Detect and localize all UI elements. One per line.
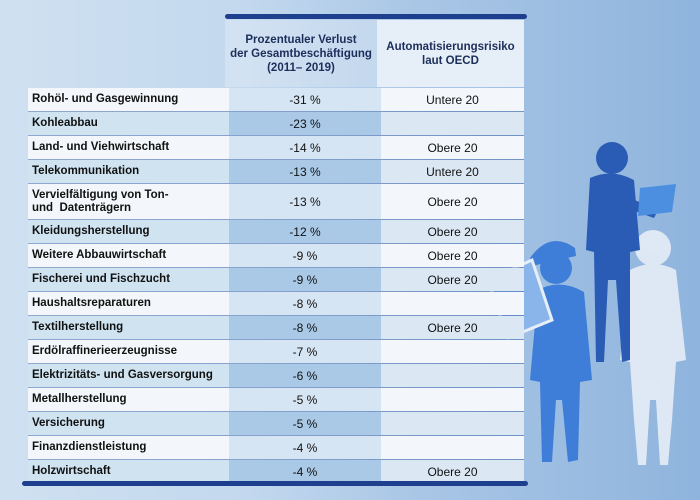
businessman-figure [586,142,658,362]
automation-risk-value [381,412,524,435]
header-loss-line: der Gesamtbeschäftigung [230,47,372,60]
employment-loss-value: -12 % [229,220,381,243]
header-automation-risk: Automatisierungsrisiko laut OECD [377,20,524,87]
table-top-rule [225,14,527,19]
table-row: Elektrizitäts- und Gasversorgung -6 % [28,364,524,388]
automation-risk-value: Obere 20 [381,136,524,159]
industry-name: Kleidungsherstellung [28,220,229,243]
employment-loss-value: -4 % [229,436,381,459]
header-loss-line: (2011– 2019) [267,61,335,74]
table-row: Textilherstellung -8 % Obere 20 [28,316,524,340]
table-row: Kleidungsherstellung -12 % Obere 20 [28,220,524,244]
employment-loss-value: -5 % [229,412,381,435]
automation-risk-value [381,292,524,315]
employment-loss-value: -23 % [229,112,381,135]
automation-risk-value [381,340,524,363]
table-header: Prozentualer Verlust der Gesamtbeschäfti… [225,20,527,87]
industry-name: Finanzdienstleistung [28,436,229,459]
header-risk-line: laut OECD [422,54,479,67]
table-row: Vervielfältigung von Ton-und Datenträger… [28,184,524,220]
industry-name: Vervielfältigung von Ton-und Datenträger… [28,184,229,219]
employment-loss-value: -7 % [229,340,381,363]
automation-risk-value: Obere 20 [381,244,524,267]
table-row: Erdölraffinerieerzeugnisse -7 % [28,340,524,364]
industry-name: Haushaltsreparaturen [28,292,229,315]
header-loss-line: Prozentualer Verlust [245,33,357,46]
industry-name: Land- und Viehwirtschaft [28,136,229,159]
automation-risk-value [381,436,524,459]
industry-name: Kohleabbau [28,112,229,135]
automation-risk-value: Untere 20 [381,160,524,183]
industry-name: Textilherstellung [28,316,229,339]
industry-name: Metallherstellung [28,388,229,411]
automation-risk-value: Obere 20 [381,460,524,483]
table-row: Fischerei und Fischzucht -9 % Obere 20 [28,268,524,292]
employment-loss-value: -13 % [229,184,381,219]
table-row: Metallherstellung -5 % [28,388,524,412]
table-row: Holzwirtschaft -4 % Obere 20 [28,460,524,483]
industries-table: Rohöl- und Gasgewinnung -31 % Untere 20 … [28,88,524,483]
table-row: Telekommunikation -13 % Untere 20 [28,160,524,184]
automation-risk-value: Obere 20 [381,220,524,243]
industry-name: Holzwirtschaft [28,460,229,483]
employment-loss-value: -5 % [229,388,381,411]
automation-risk-value [381,112,524,135]
employment-loss-value: -8 % [229,316,381,339]
table-row: Finanzdienstleistung -4 % [28,436,524,460]
industry-name: Erdölraffinerieerzeugnisse [28,340,229,363]
table-row: Versicherung -5 % [28,412,524,436]
header-employment-loss: Prozentualer Verlust der Gesamtbeschäfti… [225,20,377,87]
table-row: Haushaltsreparaturen -8 % [28,292,524,316]
table-row: Weitere Abbauwirtschaft -9 % Obere 20 [28,244,524,268]
industry-name: Rohöl- und Gasgewinnung [28,88,229,111]
table-row: Kohleabbau -23 % [28,112,524,136]
header-risk-line: Automatisierungsrisiko [386,40,515,53]
employment-loss-value: -9 % [229,244,381,267]
industry-name: Telekommunikation [28,160,229,183]
employment-loss-value: -14 % [229,136,381,159]
industry-name: Versicherung [28,412,229,435]
employment-loss-value: -9 % [229,268,381,291]
industry-name: Fischerei und Fischzucht [28,268,229,291]
automation-risk-value: Untere 20 [381,88,524,111]
automation-risk-value: Obere 20 [381,184,524,219]
woman-figure [620,230,686,465]
table-bottom-rule [22,481,528,486]
employment-loss-value: -13 % [229,160,381,183]
automation-risk-value: Obere 20 [381,316,524,339]
employment-loss-value: -4 % [229,460,381,483]
employment-loss-value: -31 % [229,88,381,111]
table-row: Rohöl- und Gasgewinnung -31 % Untere 20 [28,88,524,112]
worker-silhouettes-illustration [486,142,686,465]
laptop-icon [638,184,676,216]
employment-loss-value: -6 % [229,364,381,387]
table-row: Land- und Viehwirtschaft -14 % Obere 20 [28,136,524,160]
automation-risk-value [381,364,524,387]
industry-name: Elektrizitäts- und Gasversorgung [28,364,229,387]
employment-loss-value: -8 % [229,292,381,315]
automation-risk-value: Obere 20 [381,268,524,291]
construction-worker-figure [530,240,592,462]
automation-risk-value [381,388,524,411]
industry-name: Weitere Abbauwirtschaft [28,244,229,267]
